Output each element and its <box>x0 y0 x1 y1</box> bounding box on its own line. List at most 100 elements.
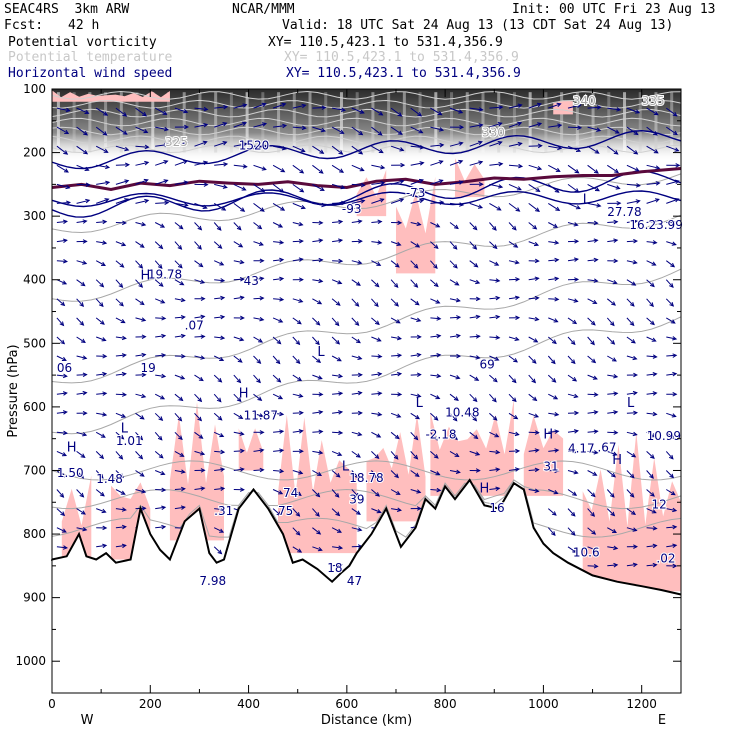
wind-vector <box>174 241 182 250</box>
wind-vector <box>626 200 640 204</box>
wind-vector-head <box>82 260 88 265</box>
wind-vector-head <box>279 240 285 245</box>
wind-vector-head <box>633 372 638 378</box>
x-tick-label: 1200 <box>626 697 657 711</box>
wind-vector <box>646 373 657 376</box>
wind-vector-head <box>119 434 125 440</box>
wind-vector <box>449 241 458 250</box>
contour-label: .02 <box>656 552 675 566</box>
wind-vector-head <box>295 530 301 536</box>
upper-streak <box>371 92 375 153</box>
wind-vector-head <box>262 143 268 149</box>
wind-vector <box>76 336 86 343</box>
wind-vector <box>371 412 382 416</box>
wind-vector-head <box>183 180 189 185</box>
wind-vector-head <box>554 276 560 282</box>
wind-vector <box>135 126 148 133</box>
wind-vector-head <box>338 545 344 550</box>
wind-vector-head <box>517 103 523 108</box>
wind-vector <box>390 180 404 185</box>
wind-vector <box>371 126 383 136</box>
wind-vector <box>194 374 204 381</box>
wind-vector-head <box>317 546 323 552</box>
wind-vector-head <box>456 315 462 320</box>
wind-vector-head <box>60 511 66 517</box>
wind-vector-head <box>452 244 458 250</box>
wind-vector-head <box>105 164 111 170</box>
wind-vector <box>489 431 499 438</box>
wind-vector-head <box>395 319 401 324</box>
wind-vector <box>646 317 655 325</box>
wind-vector <box>115 145 129 151</box>
wind-vector-head <box>614 168 620 174</box>
wind-vector <box>312 298 322 305</box>
wind-vector-head <box>180 297 186 303</box>
wind-vector <box>135 470 145 477</box>
wind-vector-head <box>239 336 245 342</box>
wind-vector-head <box>300 148 306 153</box>
wind-vector-head <box>144 160 150 166</box>
wind-vector-head <box>259 207 265 212</box>
wind-vector <box>273 430 284 433</box>
wind-vector-head <box>574 277 580 282</box>
wind-vector <box>332 546 343 549</box>
theta-contour-lower <box>51 479 682 538</box>
wind-vector-head <box>318 450 324 455</box>
wind-vector <box>95 317 105 325</box>
wind-vector-head <box>592 547 598 552</box>
wind-vector-head <box>239 295 245 301</box>
wind-vector-head <box>82 410 88 416</box>
x-tick-label: 200 <box>139 697 162 711</box>
contour-label: 12 <box>652 498 667 512</box>
wind-vector <box>508 222 517 231</box>
wind-vector-head <box>652 562 658 568</box>
wind-vector <box>312 164 324 174</box>
wind-vector-head <box>357 390 363 396</box>
wind-vector-head <box>651 337 657 342</box>
wind-vector-head <box>219 432 225 438</box>
wind-vector <box>351 336 361 344</box>
wind-vector-head <box>203 123 209 128</box>
wind-vector <box>56 183 70 189</box>
wind-vector-head <box>202 140 208 146</box>
wind-vector <box>76 489 84 498</box>
wind-vector <box>548 145 562 149</box>
wind-vector-head <box>454 281 460 286</box>
wind-vector-head <box>298 239 304 244</box>
wind-vector-head <box>141 489 147 494</box>
wind-vector-head <box>184 124 190 130</box>
wind-vector-head <box>359 109 365 114</box>
wind-vector-head <box>554 296 560 302</box>
wind-vector <box>56 411 67 414</box>
wind-vector-head <box>297 376 303 382</box>
wind-vector <box>606 336 615 345</box>
y-tick-label: 500 <box>23 336 46 350</box>
wind-vector-head <box>66 200 72 205</box>
wind-vector <box>410 393 421 397</box>
contour-label: 325 <box>165 135 188 149</box>
wind-vector-head <box>534 488 540 493</box>
wind-vector <box>96 198 109 204</box>
wind-vector <box>76 470 84 479</box>
wind-vector-head <box>551 339 557 345</box>
contour-label: 1.48 <box>96 472 123 486</box>
wind-vector <box>292 202 306 209</box>
wind-vector-head <box>217 549 223 555</box>
wind-vector-head <box>438 160 444 165</box>
wind-vector-head <box>278 490 284 495</box>
wind-vector <box>666 317 676 324</box>
wind-vector-head <box>82 432 88 437</box>
wind-vector <box>430 222 440 228</box>
wind-vector <box>292 489 302 496</box>
wind-vector-head <box>200 486 206 491</box>
wind-vector-head <box>295 512 301 517</box>
wind-vector <box>607 183 620 189</box>
wind-vector <box>430 241 439 249</box>
wind-vector <box>371 221 382 223</box>
wind-vector-head <box>494 261 500 266</box>
wind-vector <box>548 412 559 416</box>
wind-vector <box>351 450 361 458</box>
wind-vector-head <box>455 297 461 303</box>
wind-vector <box>528 355 537 364</box>
